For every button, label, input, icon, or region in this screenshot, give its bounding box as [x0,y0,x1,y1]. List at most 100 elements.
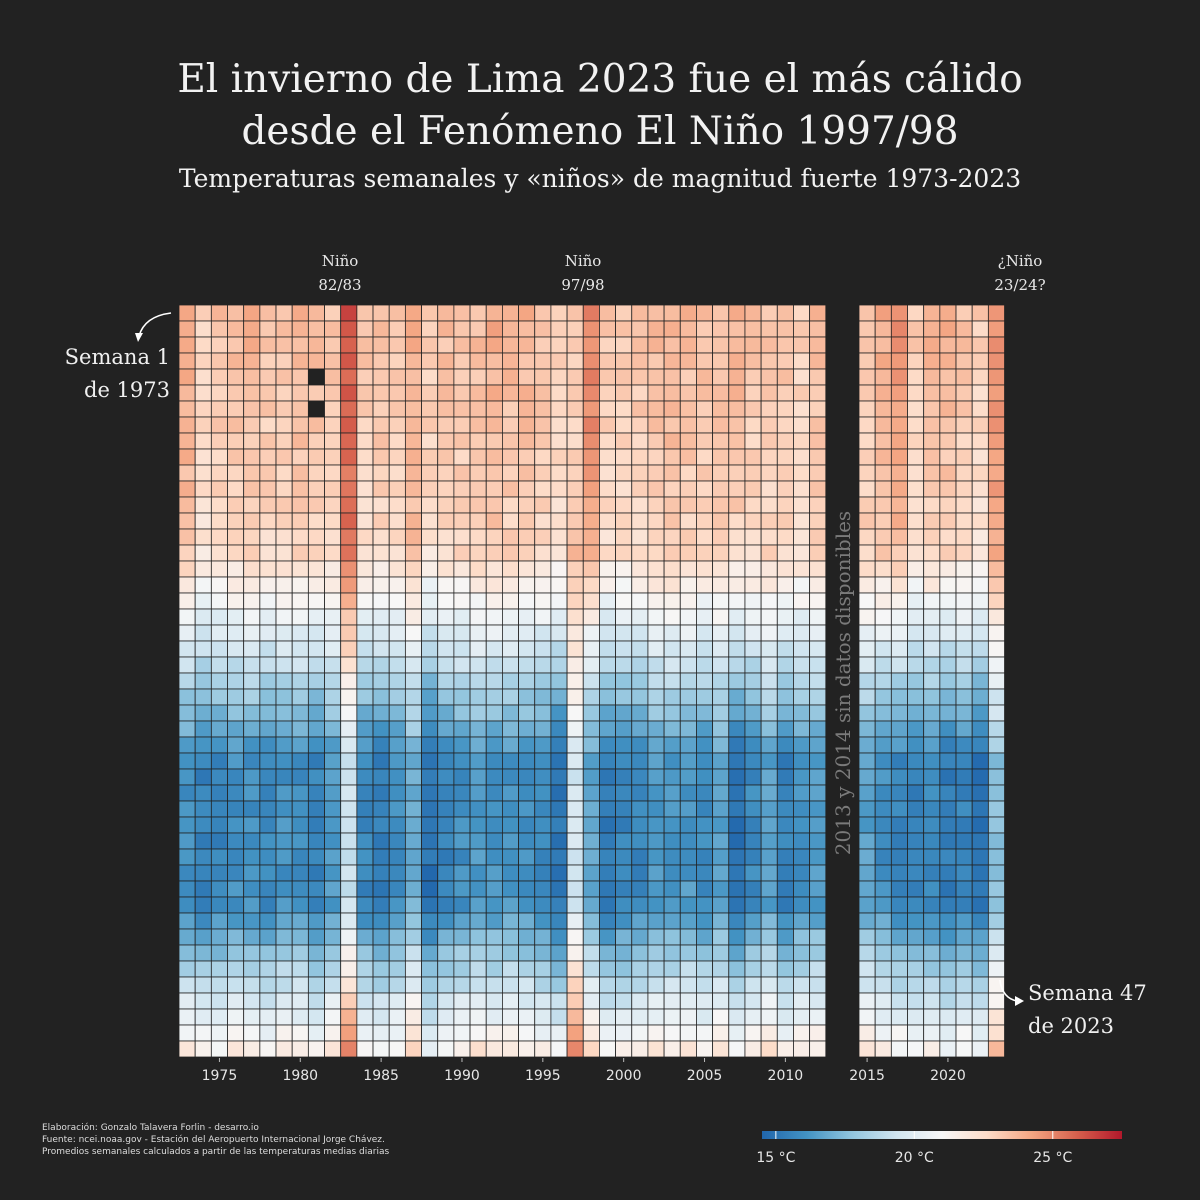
heatmap-cell [485,960,503,978]
heatmap-cell [194,752,212,770]
heatmap-cell [437,592,455,610]
heatmap-cell [275,720,293,738]
heatmap-cell [663,864,681,882]
heatmap-cell [615,880,633,898]
heatmap-cell [243,848,261,866]
heatmap-cell [534,752,552,770]
heatmap-cell [728,608,746,626]
heatmap-cell [728,400,746,418]
heatmap-cell [388,416,406,434]
heatmap-cell [210,464,228,482]
heatmap-cell [615,320,633,338]
heatmap-cell [793,992,811,1010]
heatmap-cell [955,944,973,962]
heatmap-cell [340,848,358,866]
heatmap-cell [615,736,633,754]
heatmap-cell [874,592,892,610]
heatmap-cell [760,880,778,898]
heatmap-cell [372,576,390,594]
heatmap-cell [712,528,730,546]
heatmap-cell [243,960,261,978]
heatmap-cell [890,1024,908,1042]
heatmap-cell [178,320,196,338]
heatmap-cell [663,1008,681,1026]
heatmap-cell [647,1040,665,1058]
heatmap-cell [679,688,697,706]
heatmap-cell [501,752,519,770]
heatmap-cell [939,400,957,418]
heatmap-cell [858,896,876,914]
heatmap-cell [566,640,584,658]
heatmap-cell [469,912,487,930]
heatmap-cell [890,864,908,882]
heatmap-cell [324,992,342,1010]
heatmap-cell [744,720,762,738]
heatmap-cell [631,736,649,754]
heatmap-cell [907,336,925,354]
heatmap-cell [890,832,908,850]
heatmap-cell [243,864,261,882]
heatmap-cell [955,672,973,690]
heatmap-cell [453,928,471,946]
heatmap-cell [987,448,1005,466]
heatmap-cell [647,992,665,1010]
x-tick-label: 1980 [282,1068,318,1084]
heatmap-cell [324,1024,342,1042]
heatmap-cell [227,928,245,946]
heatmap-cell [776,400,794,418]
heatmap-cell [340,592,358,610]
heatmap-cell [728,912,746,930]
heatmap-cell [663,912,681,930]
heatmap-cell [874,640,892,658]
heatmap-cell [324,1008,342,1026]
heatmap-cell [501,800,519,818]
heatmap-cell [615,480,633,498]
heatmap-cell [291,400,309,418]
heatmap-cell [275,736,293,754]
heatmap-cell [760,784,778,802]
heatmap-cell [582,880,600,898]
heatmap-cell [259,352,277,370]
heatmap-cell [178,608,196,626]
heatmap-cell [501,880,519,898]
heatmap-cell [987,352,1005,370]
heatmap-cell [955,464,973,482]
heatmap-cell [259,560,277,578]
heatmap-cell [243,992,261,1010]
heatmap-cell [453,816,471,834]
heatmap-cell [907,480,925,498]
heatmap-cell [275,928,293,946]
heatmap-cell [469,944,487,962]
heatmap-cell [356,464,374,482]
heatmap-cell [307,960,325,978]
heatmap-cell [907,768,925,786]
heatmap-cell [874,896,892,914]
heatmap-cell [923,656,941,674]
heatmap-cell [874,336,892,354]
heatmap-cell [599,352,616,370]
heatmap-cell [259,592,277,610]
heatmap-cell [372,1040,390,1058]
heatmap-cell [712,816,730,834]
heatmap-cell [712,992,730,1010]
heatmap-cell [243,880,261,898]
heatmap-cell [566,704,584,722]
heatmap-cell [582,1024,600,1042]
heatmap-cell [987,688,1005,706]
heatmap-cell [793,880,811,898]
heatmap-cell [809,880,827,898]
heatmap-cell [744,656,762,674]
heatmap-cell [971,880,989,898]
heatmap-cell [712,800,730,818]
heatmap-cell [469,464,487,482]
heatmap-cell [485,480,503,498]
heatmap-cell [858,1040,876,1058]
heatmap-cell [582,608,600,626]
heatmap-cell [971,320,989,338]
heatmap-cell [194,816,212,834]
heatmap-cell [776,320,794,338]
heatmap-cell [809,400,827,418]
heatmap-cell [534,768,552,786]
heatmap-cell [939,976,957,994]
heatmap-cell [631,832,649,850]
